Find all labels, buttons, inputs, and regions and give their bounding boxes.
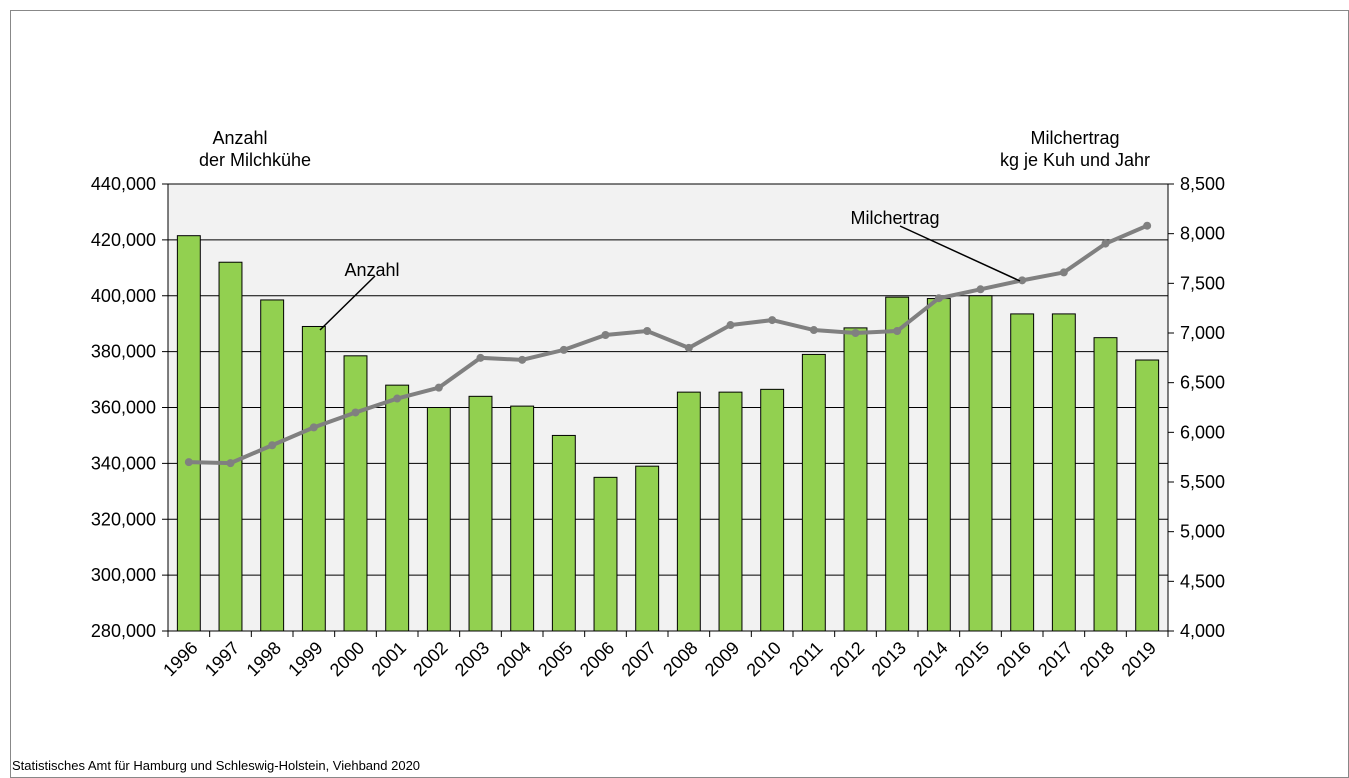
y2-tick-label: 6,000 bbox=[1180, 422, 1225, 442]
y-tick-label: 280,000 bbox=[91, 621, 156, 641]
bar bbox=[843, 327, 868, 632]
bar bbox=[551, 434, 576, 632]
bar bbox=[301, 325, 326, 632]
line-marker bbox=[226, 459, 235, 468]
y-tick-label: 440,000 bbox=[91, 174, 156, 194]
bar bbox=[176, 235, 201, 632]
line-marker bbox=[1143, 221, 1152, 230]
bar bbox=[760, 388, 785, 632]
bar bbox=[1010, 313, 1035, 632]
line-marker bbox=[476, 353, 485, 362]
line-marker bbox=[893, 327, 902, 336]
line-marker bbox=[976, 285, 985, 294]
bar bbox=[593, 476, 618, 632]
line-marker bbox=[934, 294, 943, 303]
y2-tick-label: 8,500 bbox=[1180, 174, 1225, 194]
bar bbox=[468, 395, 493, 632]
bar bbox=[426, 407, 451, 632]
line-marker bbox=[434, 383, 443, 392]
y-tick-label: 300,000 bbox=[91, 565, 156, 585]
y-tick-label: 360,000 bbox=[91, 398, 156, 418]
bar bbox=[343, 355, 368, 632]
line-marker bbox=[351, 408, 360, 417]
y2-axis-title: kg je Kuh und Jahr bbox=[1000, 150, 1150, 170]
bar bbox=[385, 384, 410, 632]
bar bbox=[260, 299, 285, 632]
line-marker bbox=[809, 326, 818, 335]
y-tick-label: 400,000 bbox=[91, 286, 156, 306]
y-axis-title: der Milchkühe bbox=[199, 150, 311, 170]
bar bbox=[968, 295, 993, 632]
y2-tick-label: 5,500 bbox=[1180, 472, 1225, 492]
line-marker bbox=[268, 441, 277, 450]
y2-tick-label: 7,500 bbox=[1180, 273, 1225, 293]
y2-tick-label: 4,500 bbox=[1180, 571, 1225, 591]
bar bbox=[635, 465, 660, 632]
bar bbox=[1135, 359, 1160, 632]
y2-tick-label: 4,000 bbox=[1180, 621, 1225, 641]
line-marker bbox=[601, 330, 610, 339]
line-marker bbox=[184, 458, 193, 467]
annotation-leader bbox=[319, 275, 376, 331]
line-marker bbox=[309, 423, 318, 432]
line-marker bbox=[1101, 239, 1110, 248]
line-marker bbox=[518, 355, 527, 364]
annotation: Milchertrag bbox=[850, 208, 939, 228]
line-marker bbox=[559, 345, 568, 354]
y2-tick-label: 5,000 bbox=[1180, 522, 1225, 542]
line-marker bbox=[726, 321, 735, 330]
y2-axis-title: Milchertrag bbox=[1030, 128, 1119, 148]
y-tick-label: 340,000 bbox=[91, 453, 156, 473]
line-marker bbox=[684, 343, 693, 352]
y-tick-label: 320,000 bbox=[91, 509, 156, 529]
bar bbox=[1093, 337, 1118, 632]
bar bbox=[885, 296, 910, 632]
y-axis-title: Anzahl bbox=[212, 128, 267, 148]
y-tick-label: 380,000 bbox=[91, 342, 156, 362]
line-marker bbox=[851, 329, 860, 337]
bar bbox=[801, 353, 826, 632]
y2-tick-label: 7,000 bbox=[1180, 323, 1225, 343]
y2-tick-label: 8,000 bbox=[1180, 224, 1225, 244]
bar bbox=[1051, 313, 1076, 632]
line-marker bbox=[1059, 268, 1068, 277]
line-marker bbox=[393, 394, 402, 403]
bar bbox=[510, 405, 535, 632]
bar bbox=[926, 298, 951, 632]
y-tick-label: 420,000 bbox=[91, 230, 156, 250]
line-marker bbox=[643, 327, 652, 336]
annotation: Anzahl bbox=[344, 260, 399, 280]
line-marker bbox=[768, 316, 777, 325]
y2-tick-label: 6,500 bbox=[1180, 373, 1225, 393]
line bbox=[188, 223, 1148, 466]
annotation-leader bbox=[899, 225, 1021, 282]
line-marker bbox=[1018, 276, 1027, 285]
source: Statistisches Amt für Hamburg und Schles… bbox=[12, 758, 420, 773]
bar bbox=[676, 391, 701, 632]
bar bbox=[718, 391, 743, 632]
bar bbox=[218, 261, 243, 632]
